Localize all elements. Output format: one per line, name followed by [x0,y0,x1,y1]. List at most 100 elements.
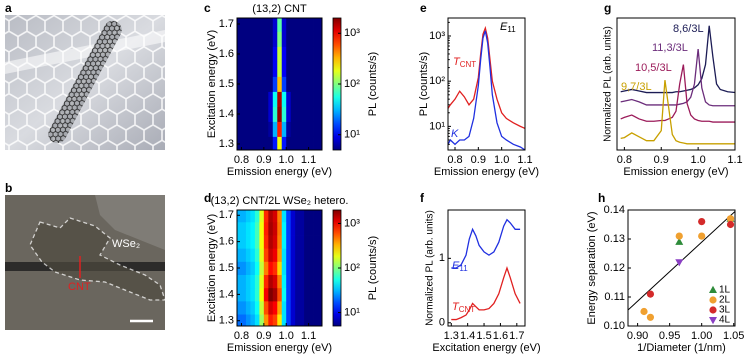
heatmap-cell [263,61,269,77]
annotation: K [451,128,459,140]
heatmap-cell [250,61,256,77]
heatmap-cell [313,287,318,302]
heatmap-cell [304,136,309,150]
heatmap-cell [304,274,309,289]
panel-label: a [5,1,12,15]
heatmap-cell [254,136,260,150]
y-tick-label: 1.7 [219,209,234,221]
scatter-point [646,313,655,321]
heatmap-cell [281,18,287,32]
heatmap-cell [241,76,247,92]
y-tick-label: 0.14 [604,204,625,216]
heatmap-cell [308,121,314,137]
heatmap-cell [259,248,265,262]
x-tick-label: 0.9 [471,154,486,166]
x-axis-title: Emission energy (eV) [623,166,728,178]
heatmap-cell [245,287,251,302]
heatmap-cell [272,46,278,62]
heatmap-cell [313,106,318,122]
heatmap-cell [259,46,265,62]
heatmap-cell [268,274,274,289]
heatmap-cell [263,248,269,262]
heatmap-cell [290,76,296,92]
heatmap-cell [286,61,292,77]
x-axis-title: Emission energy (eV) [227,166,332,178]
plot-frame [447,209,526,327]
heatmap-cell [290,121,296,137]
heatmap-cell [241,314,247,326]
heatmap-cell [308,261,314,275]
plot-frame [447,17,526,151]
heatmap-cell [304,221,309,236]
heatmap-cell [277,76,283,92]
heatmap-cell [304,248,309,262]
nanotube [48,20,122,144]
heatmap-cell [241,121,247,137]
heatmap-cell [254,248,260,262]
heatmap-cell [245,76,251,92]
heatmap-cell [268,106,274,122]
heatmap-cell [299,248,305,262]
annotation-text: K [451,128,459,140]
scatter-point [675,259,684,267]
heatmap-cell [263,136,269,150]
heatmap-cell [250,46,256,62]
heatmap-cell [272,261,278,275]
heatmap-cell [268,61,274,77]
series-label: 8,6/3L [673,23,704,35]
plot-area [237,18,322,150]
heatmap-cell [304,210,309,223]
heatmap-cell [268,210,274,223]
heatmap-cell [237,248,242,262]
heatmap-cell [281,210,287,223]
heatmap-cell [295,261,301,275]
heatmap-cell [304,261,309,275]
line-series [448,30,525,150]
line-series [620,80,735,145]
heatmap-cell [286,210,292,223]
heatmap-cell [313,210,318,223]
heatmap-cell [237,18,242,32]
heatmap-cell [259,18,265,32]
heatmap-cell [259,314,265,326]
heatmap-cell [268,261,274,275]
heatmap-cell [277,106,283,122]
heatmap-cell [308,76,314,92]
heatmap-cell [259,261,265,275]
heatmap-cell [263,46,269,62]
heatmap-cell [295,248,301,262]
panel-label: c [204,1,211,15]
y-tick-label: 1.3 [219,138,234,150]
heatmap-cell [299,210,305,223]
heatmap-cell [281,76,287,92]
heatmap-cell [295,121,301,137]
heatmap-cell [286,287,292,302]
chart-title: (13,2) CNT [252,3,307,15]
x-tick-label: 0.8 [234,154,249,166]
line-series [620,64,735,123]
x-tick-label: 0.9 [256,330,271,342]
heatmap-cell [250,210,256,223]
heatmap-cell [313,121,318,137]
heatmap-cell [237,300,242,315]
heatmap-cell [263,235,269,249]
heatmap-cell [268,314,274,326]
y-tick-label: 1 [439,252,445,264]
heatmap-cell [290,18,296,32]
scatter-point [698,218,706,226]
y-axis-title: Excitation energy (eV) [206,30,218,138]
y-axis-title: Energy separation (eV) [586,211,598,324]
heatmap-cell [295,210,301,223]
heatmap-cell [290,221,296,236]
heatmap-cell [277,235,283,249]
heatmap-cell [308,61,314,77]
heatmap-cell [241,261,247,275]
heatmap-cell [268,248,274,262]
heatmap-cell [281,287,287,302]
y-tick-label: 1.4 [219,288,234,300]
y-axis-title: PL (counts/s) [418,52,430,116]
heatmap-cell [268,18,274,32]
heatmap-cell [245,31,251,47]
heatmap-cell [250,300,256,315]
x-tick-label: 0.95 [659,330,680,342]
